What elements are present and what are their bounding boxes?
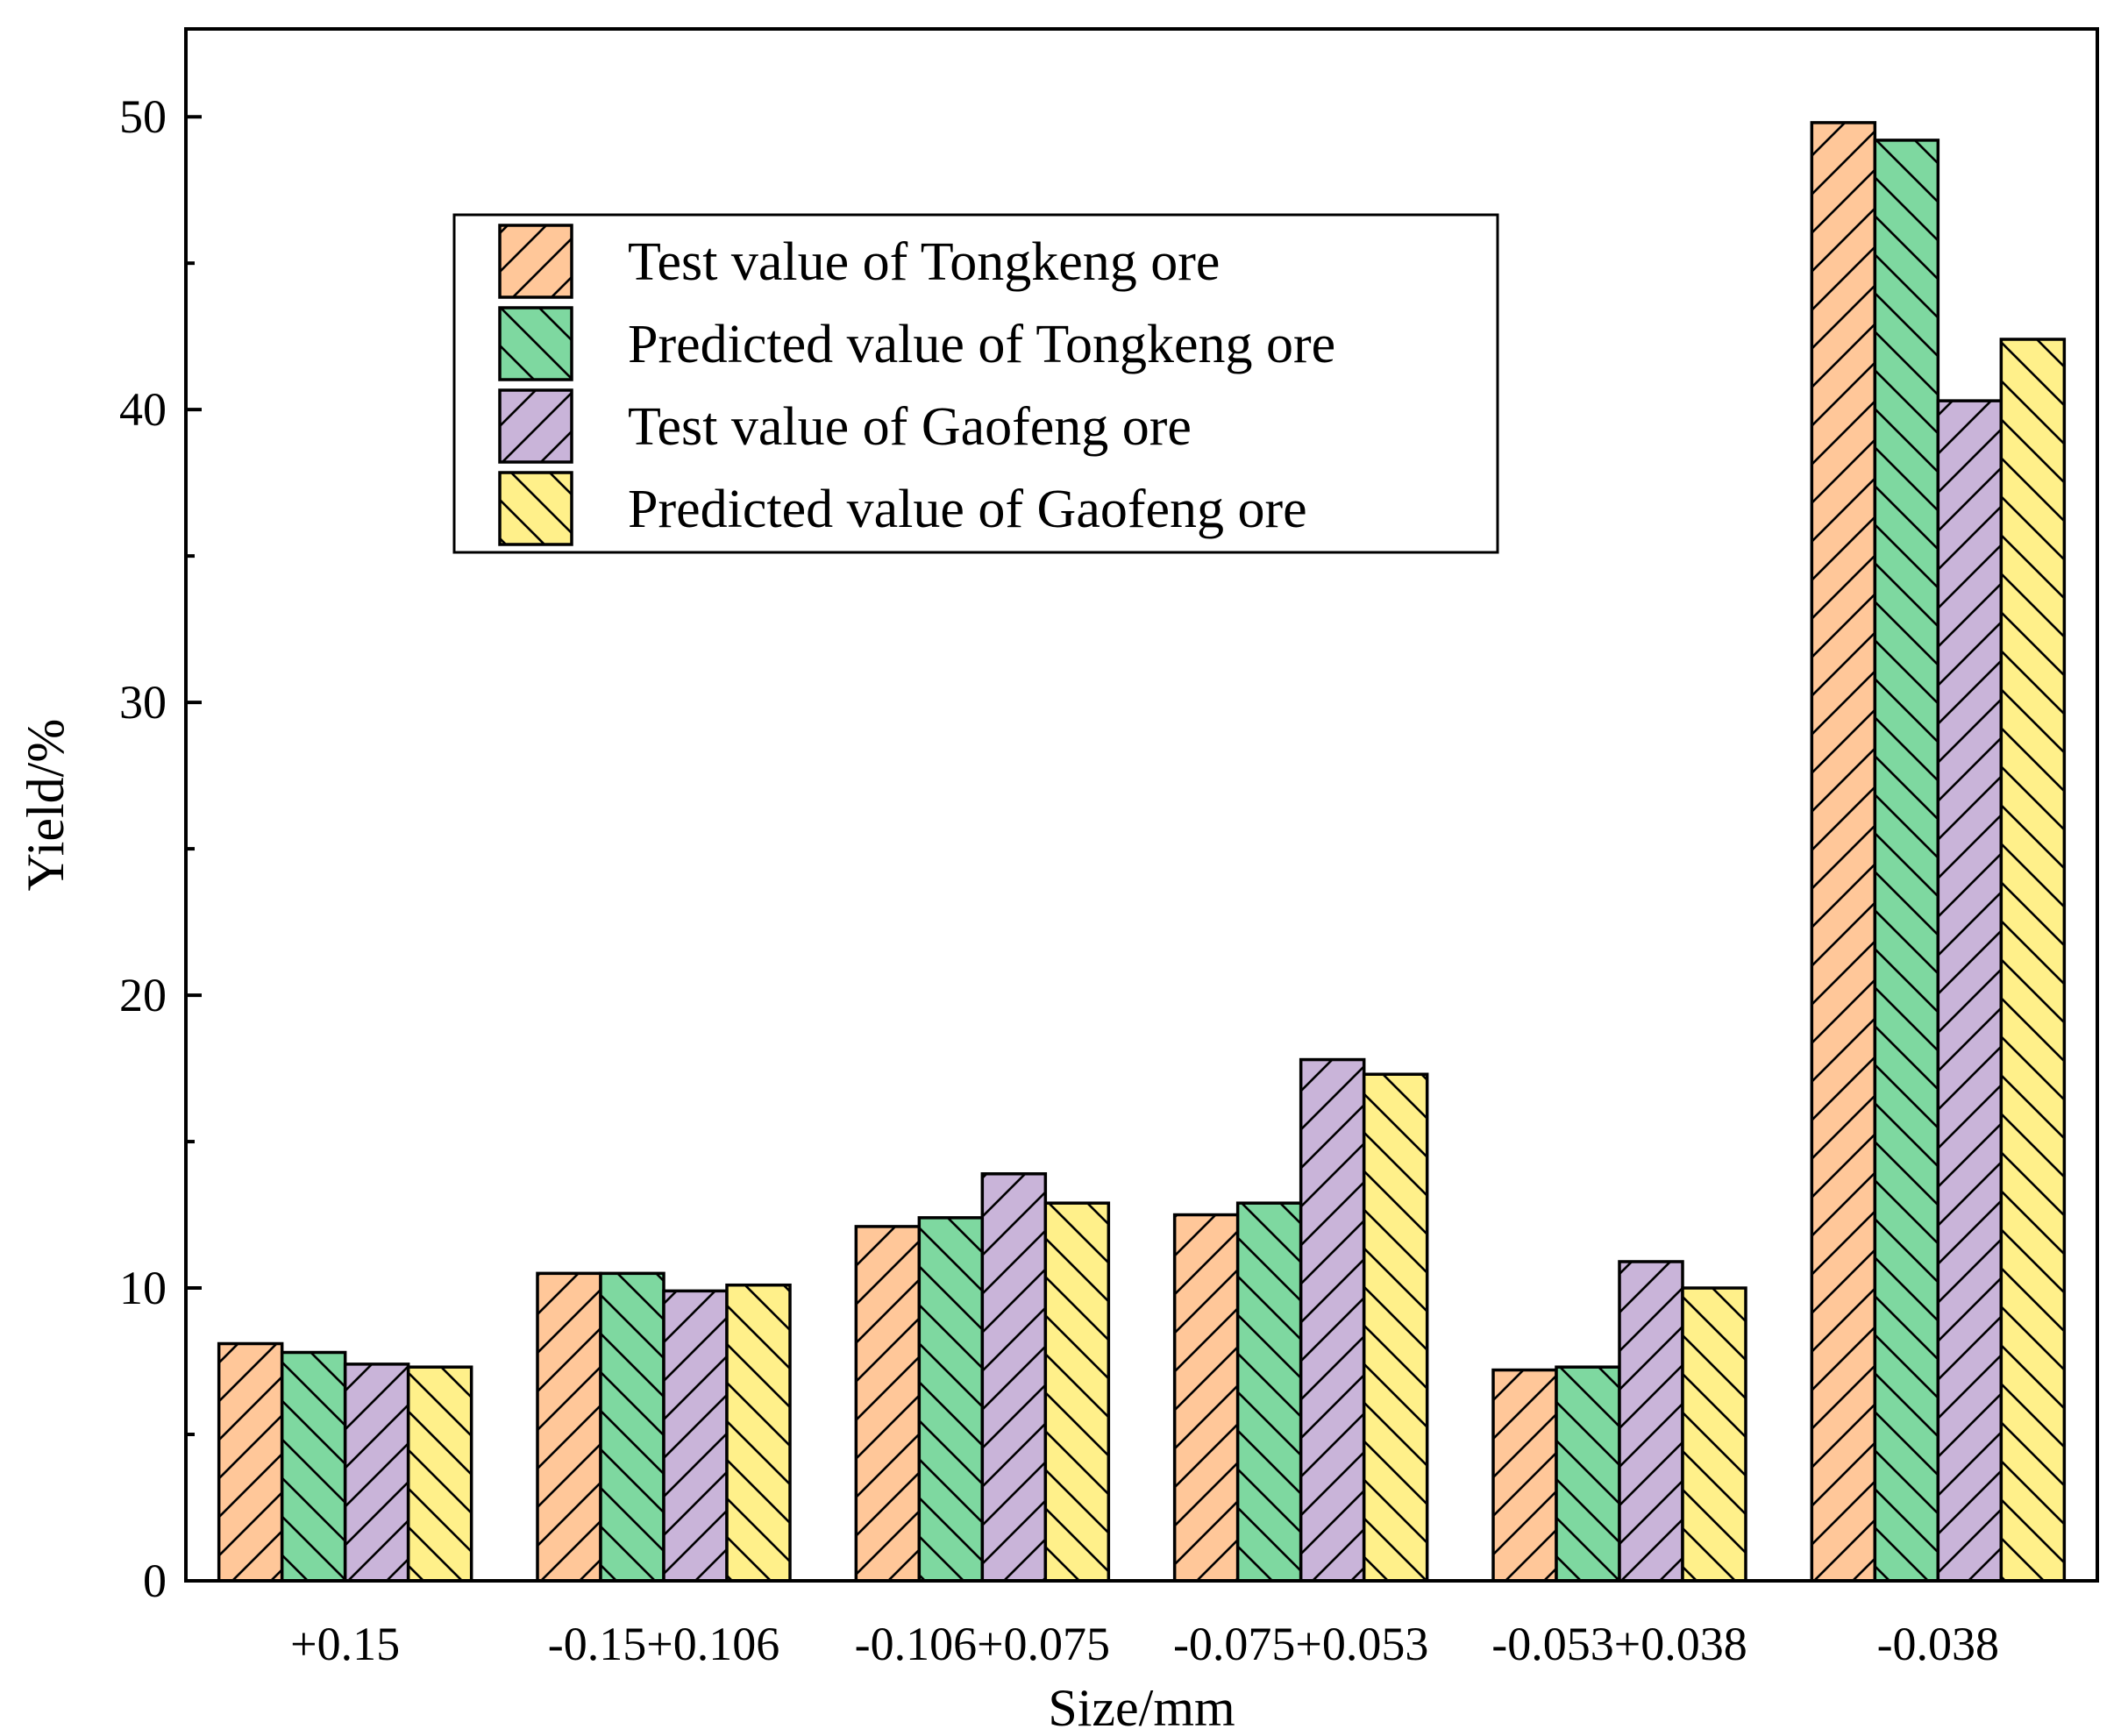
x-tick-label: -0.075+0.053 — [1173, 1618, 1428, 1670]
x-tick-label: -0.038 — [1877, 1618, 1999, 1670]
x-tick-label: -0.053+0.038 — [1491, 1618, 1747, 1670]
bar-_0_038-series-2 — [1873, 139, 1940, 1583]
legend-swatch-3 — [498, 388, 573, 464]
bar-_0_106_0_075-series-2 — [917, 1216, 985, 1583]
bar-_0_106_0_075-series-1 — [854, 1225, 922, 1583]
legend-label-2: Predicted value of Tongkeng ore — [628, 315, 1335, 374]
bar-_0_053_0_038-series-4 — [1681, 1286, 1747, 1583]
bar-_0_075_0_053-series-1 — [1172, 1213, 1240, 1583]
y-tick-label: 10 — [119, 1262, 167, 1314]
bar-_0_038-series-3 — [1936, 399, 2003, 1583]
x-axis-title: Size/mm — [1048, 1679, 1235, 1736]
bar-_0_15_0_106-series-1 — [536, 1271, 602, 1583]
bar-_0_106_0_075-series-3 — [980, 1172, 1048, 1583]
legend-box — [452, 213, 1499, 554]
bar-_0_075_0_053-series-3 — [1299, 1057, 1366, 1583]
y-tick-label: 30 — [119, 676, 167, 729]
bar-_0_075_0_053-series-4 — [1362, 1072, 1429, 1583]
x-tick-label: +0.15 — [290, 1618, 400, 1670]
bars-layer: +0.15 -0.15+0.106 -0.106+0.075 -0.075+0.053… — [217, 121, 2067, 1670]
bar-_0_053_0_038-series-3 — [1618, 1260, 1684, 1583]
bar-_0_15_0_106-series-3 — [662, 1289, 729, 1583]
legend-label-3: Test value of Gaofeng ore — [628, 397, 1192, 457]
x-tick-label: -0.106+0.075 — [855, 1618, 1110, 1670]
legend: Test value of Tongkeng ore Predicted valu… — [452, 213, 1499, 554]
plot-frame — [184, 27, 2099, 1583]
legend-swatch-4 — [498, 471, 573, 546]
axes-layer: 0 10 20 30 40 50 — [119, 90, 202, 1607]
bar-_0_15-series-1 — [217, 1341, 284, 1583]
bar-_0_053_0_038-series-1 — [1491, 1368, 1558, 1583]
bar-_0_15_0_106-series-4 — [725, 1283, 792, 1583]
bar-_0_038-series-1 — [1810, 121, 1877, 1583]
bar-_0_15-series-3 — [343, 1362, 410, 1583]
y-tick-label: 0 — [143, 1555, 167, 1607]
bar-_0_15_0_106-series-2 — [599, 1271, 665, 1583]
y-tick-label: 40 — [119, 383, 167, 436]
bar-_0_053_0_038-series-2 — [1555, 1365, 1621, 1583]
bar-_0_038-series-4 — [1999, 338, 2067, 1583]
y-tick-label: 50 — [119, 90, 167, 143]
y-tick-label: 20 — [119, 969, 167, 1021]
legend-swatch-1 — [498, 224, 573, 299]
legend-swatch-2 — [498, 306, 573, 381]
bar-_0_106_0_075-series-4 — [1043, 1201, 1111, 1583]
legend-label-4: Predicted value of Gaofeng ore — [628, 480, 1307, 539]
x-tick-label: -0.15+0.106 — [548, 1618, 779, 1670]
bar-_0_15-series-2 — [280, 1350, 347, 1583]
bar-_0_075_0_053-series-2 — [1235, 1201, 1303, 1583]
bar-_0_15-series-4 — [406, 1365, 473, 1583]
y-axis-title: Yield/% — [17, 719, 75, 892]
legend-label-1: Test value of Tongkeng ore — [628, 232, 1220, 292]
